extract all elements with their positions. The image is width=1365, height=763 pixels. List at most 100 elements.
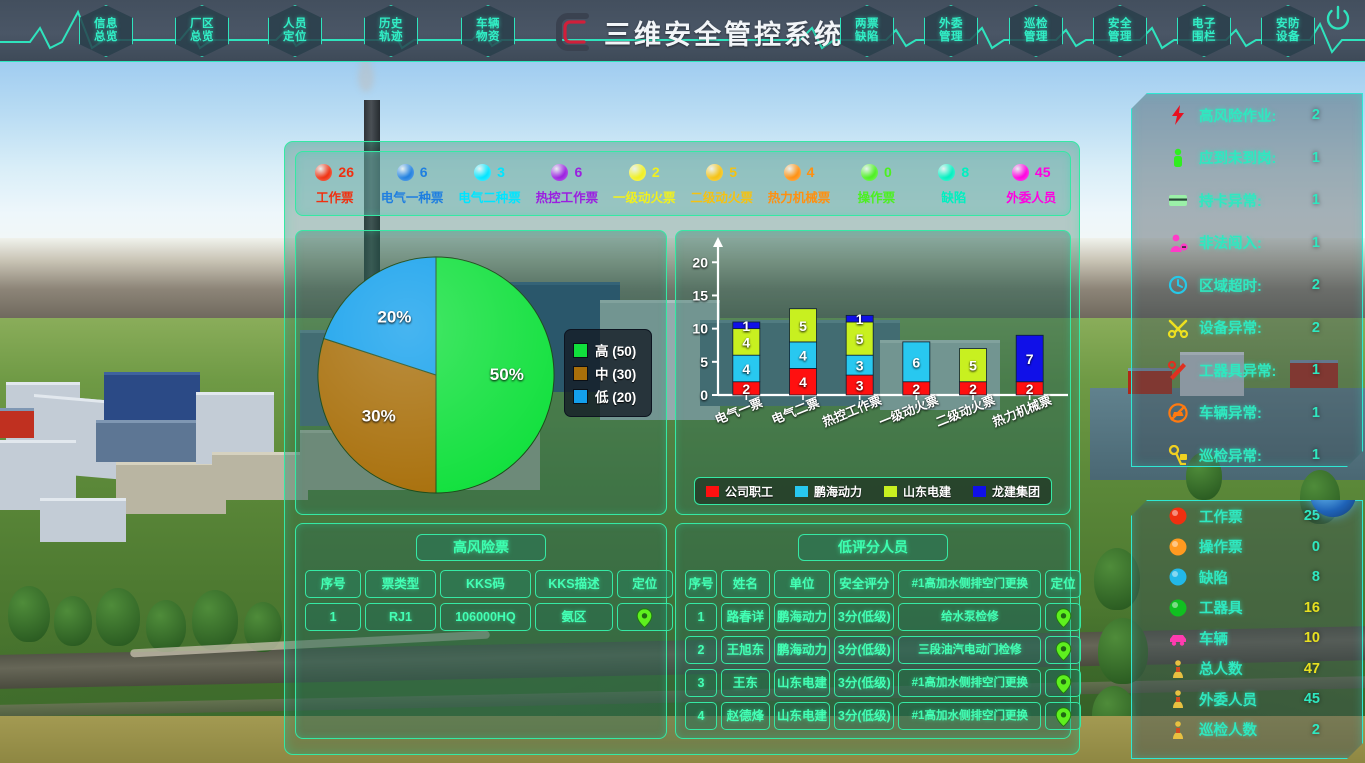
column-header: 安全评分 xyxy=(834,570,895,598)
locate-button[interactable] xyxy=(616,603,673,631)
location-pin-icon[interactable] xyxy=(1055,674,1072,694)
counts_panel-value: 47 xyxy=(1303,660,1320,677)
bar-segment xyxy=(845,314,874,323)
legend-swatch-icon xyxy=(705,485,719,497)
stat-value: 0 xyxy=(884,164,892,180)
stat-label: 外委人员 xyxy=(1006,191,1057,205)
ticket-stat-item[interactable]: 45 外委人员 xyxy=(994,161,1068,206)
nav-vehicle-materials[interactable]: 车辆 物资 xyxy=(461,5,515,57)
alerts_panel-row[interactable]: 应到未到岗: 1 xyxy=(1132,137,1362,180)
table-row[interactable]: 2 王旭东 鹏海动力 3分(低级) 三段油汽电动门检修 xyxy=(685,636,1081,664)
table-cell: 106000HQ xyxy=(439,603,532,631)
stat-value: 6 xyxy=(419,164,428,180)
nav-personnel-location[interactable]: 人员 定位 xyxy=(268,5,322,57)
legend-swatch-icon xyxy=(794,485,808,497)
scene-tree xyxy=(8,586,50,642)
nav-info-overview[interactable]: 信息 总览 xyxy=(79,5,133,57)
location-pin-icon[interactable] xyxy=(1055,707,1072,727)
stat-label: 电气二种票 xyxy=(458,191,521,205)
table-row[interactable]: 4 赵德烽 山东电建 3分(低级) #1高加水侧排空门更换 xyxy=(685,702,1081,730)
counts_panel-row[interactable]: 巡检人数 2 xyxy=(1132,715,1362,746)
y-axis-tick-label: 10 xyxy=(692,321,708,337)
locate-button[interactable] xyxy=(1045,669,1081,697)
ticket-stat-item[interactable]: 4 热力机械票 xyxy=(762,161,836,206)
alerts_panel-row[interactable]: 高风险作业: 2 xyxy=(1132,94,1362,137)
table-row[interactable]: 1 路春详 鹏海动力 3分(低级) 给水泵检修 xyxy=(685,603,1081,631)
ticket-stat-item[interactable]: 5 二级动火票 xyxy=(685,161,759,206)
no-vehicle-icon xyxy=(1166,402,1190,424)
nav-electronic-fence[interactable]: 电子 围栏 xyxy=(1177,5,1231,57)
location-pin-icon[interactable] xyxy=(1055,608,1072,628)
alerts_panel-row[interactable]: 非法闯入: 1 xyxy=(1132,222,1362,265)
counts_panel-row[interactable]: 工作票 25 xyxy=(1132,501,1362,532)
locate-button[interactable] xyxy=(1045,702,1081,730)
table-cell: #1高加水侧排空门更换 xyxy=(898,669,1042,697)
ticket-stat-item[interactable]: 3 电气二种票 xyxy=(452,161,526,206)
stat-dot-icon xyxy=(396,163,414,181)
people-icon xyxy=(1167,689,1189,709)
main-dashboard: 26 工作票 6 电气一种票 3 电气二种票 6 热控工作票 2 一级动火票 5… xyxy=(284,141,1081,755)
column-header: 定位 xyxy=(1045,570,1081,598)
table-cell: 鹏海动力 xyxy=(773,636,831,664)
ticket-stat-item[interactable]: 8 缺陷 xyxy=(917,161,991,206)
ticket-stat-item[interactable]: 0 操作票 xyxy=(839,161,913,206)
counts_panel-row[interactable]: 外委人员 45 xyxy=(1132,684,1362,715)
locate-button[interactable] xyxy=(1045,603,1081,631)
scene-sky xyxy=(0,58,1365,258)
nav-label-line1: 人员 xyxy=(283,18,307,30)
nav-label-line1: 电子 xyxy=(1192,18,1216,30)
alerts_panel-row[interactable]: 车辆异常: 1 xyxy=(1132,392,1362,435)
alerts_panel-row[interactable]: 持卡异常: 1 xyxy=(1132,179,1362,222)
power-icon[interactable] xyxy=(1323,3,1353,33)
nav-inspection-mgmt[interactable]: 巡检 管理 xyxy=(1009,5,1063,57)
table-body: 1 路春详 鹏海动力 3分(低级) 给水泵检修 2 王旭东 鹏海动力 3分(低级) 三段油汽电动… xyxy=(676,603,1081,730)
counts_panel-row[interactable]: 车辆 10 xyxy=(1132,623,1362,654)
nav-history-track[interactable]: 历史 轨迹 xyxy=(364,5,418,57)
stat-value: 6 xyxy=(574,164,583,180)
locate-button[interactable] xyxy=(1045,636,1081,664)
bar-value-label: 1 xyxy=(742,318,750,334)
ticket-stat-item[interactable]: 2 一级动火票 xyxy=(607,161,681,206)
location-pin-icon[interactable] xyxy=(1055,641,1072,661)
counts_panel-row[interactable]: 缺陷 8 xyxy=(1132,562,1362,593)
bar-value-label: 3 xyxy=(856,358,864,374)
scene-tree xyxy=(192,590,238,650)
table-cell: 3分(低级) xyxy=(834,603,895,631)
car-icon xyxy=(1166,627,1190,649)
bar-chart-legend: 公司职工 鹏海动力 山东电建 龙建集团 xyxy=(694,477,1052,505)
nav-two-tickets-defect[interactable]: 两票 缺陷 xyxy=(840,5,894,57)
nav-safety-mgmt[interactable]: 安全 管理 xyxy=(1093,5,1147,57)
x-axis-tick-label: 电气二票 xyxy=(769,394,821,427)
counts_panel-label: 巡检人数 xyxy=(1199,723,1257,740)
table-row[interactable]: 3 王东 山东电建 3分(低级) #1高加水侧排空门更换 xyxy=(685,669,1081,697)
counts_panel-value: 45 xyxy=(1303,691,1320,708)
bar-value-label: 2 xyxy=(912,381,920,397)
alerts_panel-row[interactable]: 设备异常: 2 xyxy=(1132,307,1362,350)
blue-ball-icon xyxy=(1166,566,1190,588)
nav-plant-overview[interactable]: 厂区 总览 xyxy=(175,5,229,57)
alerts_panel-row[interactable]: 巡检异常: 1 xyxy=(1132,434,1362,477)
ticket-stat-item[interactable]: 6 电气一种票 xyxy=(375,161,449,206)
nav-label-line2: 围栏 xyxy=(1192,31,1216,43)
counts_panel-row[interactable]: 工器具 16 xyxy=(1132,593,1362,624)
bar-segment xyxy=(1015,334,1044,383)
counts_panel-row[interactable]: 操作票 0 xyxy=(1132,532,1362,563)
pie-legend-item: 低 (20) xyxy=(573,386,643,406)
orange-ball-icon xyxy=(1166,536,1190,558)
nav-security-device[interactable]: 安防 设备 xyxy=(1261,5,1315,57)
ticket-stat-item[interactable]: 26 工作票 xyxy=(298,161,372,206)
counts_panel-row[interactable]: 总人数 47 xyxy=(1132,654,1362,685)
legend-swatch-icon xyxy=(573,365,588,381)
table-row[interactable]: 1 RJ1 106000HQ 氨区 xyxy=(305,603,673,631)
nav-label-line2: 物资 xyxy=(476,31,500,43)
location-pin-icon[interactable] xyxy=(636,608,653,628)
y-axis-tick-label: 20 xyxy=(692,254,708,270)
ticket-stat-item[interactable]: 6 热控工作票 xyxy=(530,161,604,206)
alerts_panel-row[interactable]: 区域超时: 2 xyxy=(1132,264,1362,307)
alerts_panel-row[interactable]: 工器具异常: 1 xyxy=(1132,349,1362,392)
nav-label-line2: 管理 xyxy=(1108,31,1132,43)
nav-outsourcing-mgmt[interactable]: 外委 管理 xyxy=(924,5,978,57)
table-cell: 4 xyxy=(685,702,717,730)
